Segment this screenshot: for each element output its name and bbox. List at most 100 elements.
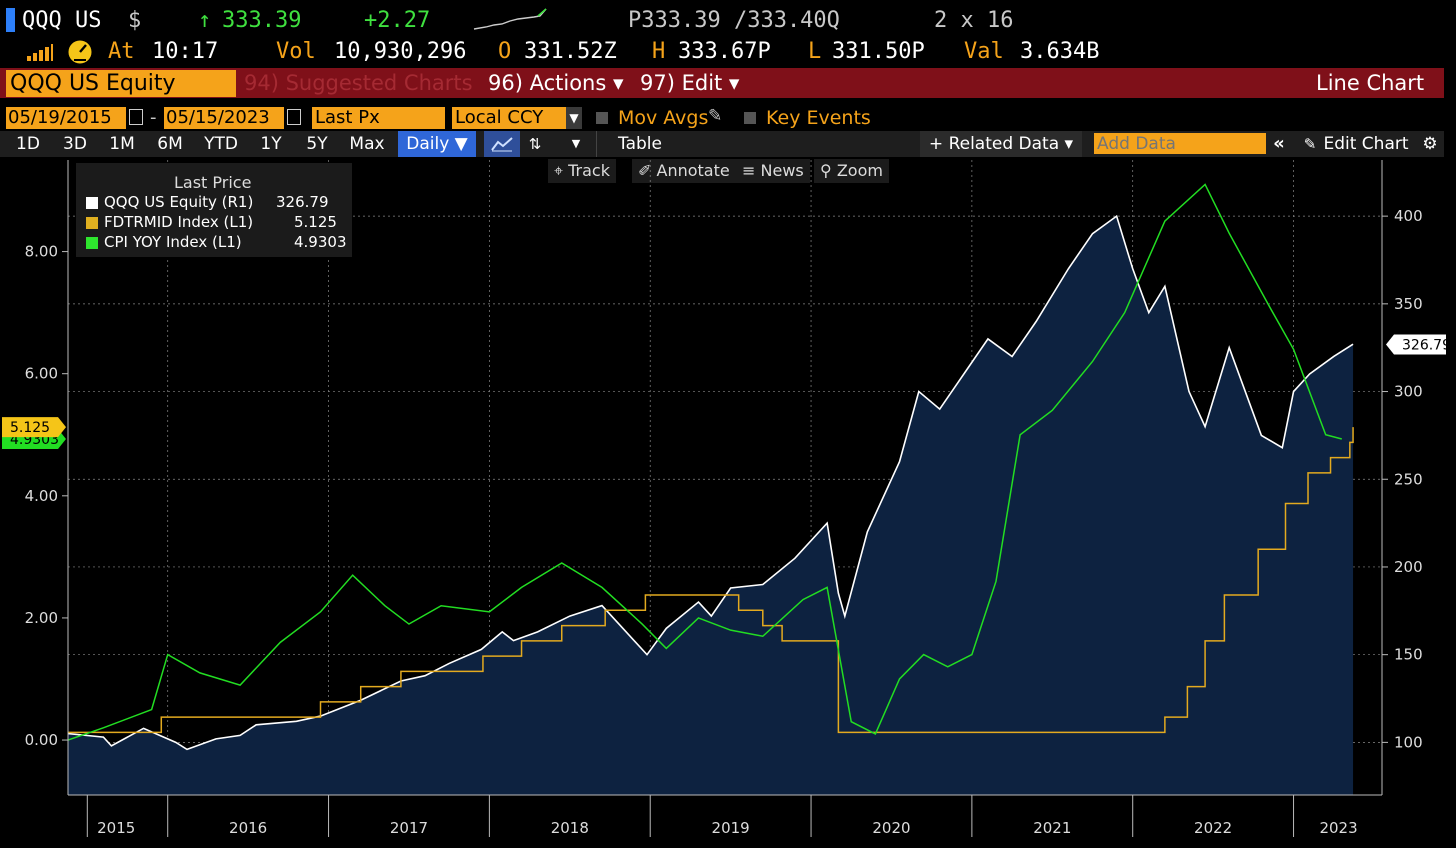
high-label: H bbox=[652, 39, 666, 64]
sparkline-icon bbox=[473, 8, 547, 30]
cpi-yoy-line bbox=[67, 183, 1342, 741]
currency-dropdown-icon[interactable]: ▼ bbox=[566, 107, 582, 129]
volume-value: 10,930,296 bbox=[334, 39, 467, 64]
table-button[interactable]: Table bbox=[618, 134, 662, 154]
value-label: Val bbox=[964, 39, 1004, 64]
open-label: O bbox=[498, 39, 512, 64]
x-tick-label: 2021 bbox=[1033, 819, 1071, 837]
ticker-label[interactable]: QQQ US bbox=[22, 8, 102, 33]
annotate-label: Annotate bbox=[656, 161, 730, 180]
legend-value-qqq: 326.79 bbox=[276, 193, 329, 211]
qqq-price-line bbox=[67, 214, 1354, 751]
legend-value-cpi: 4.9303 bbox=[294, 233, 347, 251]
edit-menu-button[interactable]: 97) Edit ▾ bbox=[640, 71, 740, 95]
tab-5y[interactable]: 5Y bbox=[306, 134, 328, 154]
key-events-checkbox[interactable] bbox=[744, 112, 756, 124]
function-bar bbox=[0, 68, 1444, 98]
signal-bars-icon bbox=[27, 44, 53, 61]
right-tick-label: 350 bbox=[1394, 295, 1423, 313]
suggested-charts-button[interactable]: 94) Suggested Charts bbox=[244, 71, 473, 95]
x-tick-label: 2023 bbox=[1319, 819, 1357, 837]
x-tick-label: 2019 bbox=[712, 819, 750, 837]
annotate-tool[interactable]: ✐ Annotate bbox=[632, 159, 736, 183]
right-tick-label: 150 bbox=[1394, 646, 1423, 664]
tab-max[interactable]: Max bbox=[349, 134, 385, 154]
zoom-tool[interactable]: ⚲ Zoom bbox=[814, 159, 889, 183]
currency-label: $ bbox=[128, 8, 142, 33]
gear-icon[interactable]: ⚙ bbox=[1422, 134, 1438, 154]
start-date-input[interactable]: 05/19/2015 bbox=[6, 107, 126, 129]
right-tick-label: 400 bbox=[1394, 207, 1423, 225]
security-indicator bbox=[6, 8, 15, 32]
bid-ask-size: 2 x 16 bbox=[934, 8, 1014, 33]
chart-type-label: Line Chart bbox=[1316, 71, 1425, 95]
bid-ask: P333.39 /333.40Q bbox=[628, 8, 840, 33]
tab-1d[interactable]: 1D bbox=[16, 134, 40, 154]
mov-avgs-checkbox[interactable] bbox=[596, 112, 608, 124]
currency-select[interactable]: Local CCY bbox=[452, 107, 567, 129]
legend-label-qqq: QQQ US Equity (R1) bbox=[104, 193, 254, 211]
left-tick-label: 8.00 bbox=[25, 243, 58, 261]
x-tick-label: 2020 bbox=[872, 819, 910, 837]
right-tick-label: 250 bbox=[1394, 470, 1423, 488]
last-price: 333.39 bbox=[222, 8, 302, 33]
actions-menu-button[interactable]: 96) Actions ▾ bbox=[488, 71, 624, 95]
tab-3d[interactable]: 3D bbox=[63, 134, 87, 154]
mov-avgs-label[interactable]: Mov Avgs bbox=[618, 107, 709, 129]
news-label: News bbox=[760, 161, 804, 180]
legend-value-fdtrmid: 5.125 bbox=[294, 213, 337, 231]
magnifier-icon: ⚲ bbox=[820, 161, 837, 180]
tab-1m[interactable]: 1M bbox=[109, 134, 135, 154]
legend-swatch-qqq bbox=[86, 197, 98, 209]
news-icon: ≡ bbox=[742, 161, 761, 180]
line-chart-mode-icon[interactable] bbox=[484, 131, 520, 157]
field-select[interactable]: Last Px bbox=[312, 107, 445, 129]
tab-1y[interactable]: 1Y bbox=[260, 134, 282, 154]
price-change: +2.27 bbox=[364, 8, 431, 33]
related-data-button[interactable]: + Related Data ▾ bbox=[920, 131, 1082, 157]
crosshair-icon: ⌖ bbox=[554, 161, 569, 180]
high-value: 333.67P bbox=[678, 39, 771, 64]
calendar-icon[interactable] bbox=[287, 109, 301, 125]
up-arrow-icon: ↑ bbox=[198, 8, 212, 33]
fdtrmid-step-line bbox=[68, 427, 1354, 734]
right-tick-label: 100 bbox=[1394, 733, 1423, 751]
left-value-marker bbox=[2, 417, 66, 438]
add-data-input[interactable] bbox=[1094, 133, 1266, 154]
pencil-icon[interactable]: ✎ bbox=[1303, 135, 1317, 153]
date-range-dash: - bbox=[150, 107, 157, 128]
left-tick-label: 2.00 bbox=[25, 609, 58, 627]
chart-legend bbox=[76, 163, 352, 257]
frequency-select[interactable]: Daily ▼ bbox=[398, 131, 476, 157]
left-tick-label: 4.00 bbox=[25, 487, 58, 505]
pencil-icon[interactable]: ✎ bbox=[708, 106, 723, 126]
right-tick-label: 300 bbox=[1394, 383, 1423, 401]
track-tool[interactable]: ⌖ Track bbox=[548, 159, 616, 183]
zoom-label: Zoom bbox=[836, 161, 883, 180]
tab-ytd[interactable]: YTD bbox=[204, 134, 238, 154]
track-label: Track bbox=[568, 161, 610, 180]
quote-time: 10:17 bbox=[152, 39, 219, 64]
low-value: 331.50P bbox=[832, 39, 925, 64]
traded-value: 3.634B bbox=[1020, 39, 1100, 64]
left-tick-label: 6.00 bbox=[25, 365, 58, 383]
end-date-input[interactable]: 05/15/2023 bbox=[164, 107, 284, 129]
volume-label: Vol bbox=[276, 39, 316, 64]
key-events-label[interactable]: Key Events bbox=[766, 107, 871, 129]
news-tool[interactable]: ≡ News bbox=[736, 159, 810, 183]
right-tick-label: 200 bbox=[1394, 558, 1423, 576]
gauge-icon bbox=[67, 39, 93, 65]
tab-6m[interactable]: 6M bbox=[157, 134, 183, 154]
legend-swatch-fdtrmid bbox=[86, 217, 98, 229]
chart-mode-dropdown-icon[interactable]: ▼ bbox=[571, 137, 581, 150]
legend-title: Last Price bbox=[174, 173, 252, 192]
line-chart[interactable]: 0.00 2.00 4.00 6.00 8.00 100 150 200 250 300 350 40… bbox=[0, 158, 1456, 848]
edit-chart-button[interactable]: Edit Chart bbox=[1323, 134, 1409, 154]
calendar-icon[interactable] bbox=[129, 109, 143, 125]
bar-chart-mode-icon[interactable]: ⇅ bbox=[528, 135, 542, 153]
x-tick-label: 2022 bbox=[1194, 819, 1232, 837]
security-input[interactable]: QQQ US Equity bbox=[6, 70, 236, 97]
x-tick-label: 2015 bbox=[97, 819, 135, 837]
collapse-icon[interactable]: « bbox=[1273, 133, 1285, 154]
left-value-marker-label: 5.125 bbox=[10, 420, 50, 436]
